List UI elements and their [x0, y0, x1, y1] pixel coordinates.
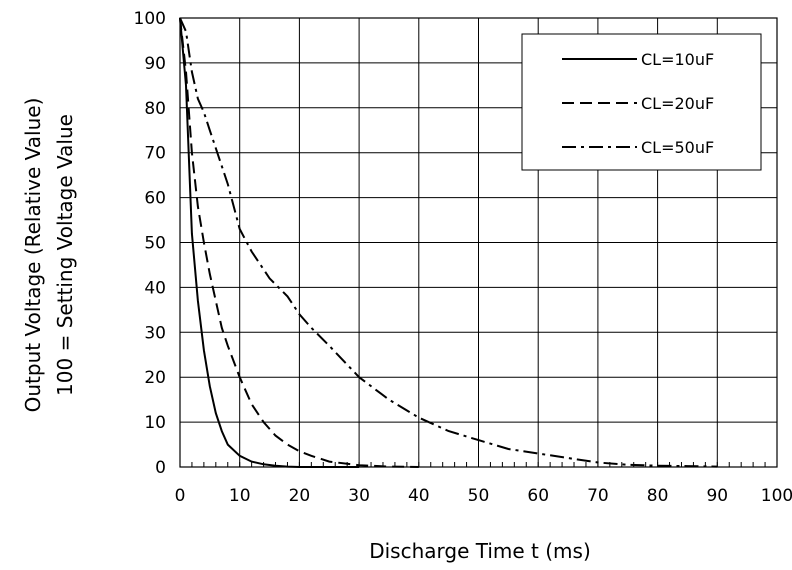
legend-label: CL=10uF: [641, 50, 714, 69]
x-tick-label: 80: [647, 486, 669, 506]
x-tick-label: 30: [348, 486, 370, 506]
x-tick-label: 70: [587, 486, 609, 506]
legend: CL=10uF CL=20uF CL=50uF: [522, 34, 761, 170]
legend-label: CL=50uF: [641, 138, 714, 157]
y-tick-label: 10: [144, 413, 166, 433]
y-tick-label: 70: [144, 144, 166, 164]
x-tick-label: 90: [706, 486, 728, 506]
y-tick-label: 80: [144, 99, 166, 119]
x-tick-label: 20: [289, 486, 311, 506]
x-tick-label: 0: [175, 486, 186, 506]
x-axis-label: Discharge Time t (ms): [369, 539, 591, 563]
y-tick-label: 50: [144, 234, 166, 254]
y-tick-label: 20: [144, 368, 166, 388]
x-tick-label: 40: [408, 486, 430, 506]
y-tick-label: 0: [155, 458, 166, 478]
y-tick-label: 100: [134, 9, 166, 29]
y-tick-label: 30: [144, 323, 166, 343]
y-axis-label-line2: 100 = Setting Voltage Value: [53, 114, 77, 396]
y-tick-label: 40: [144, 278, 166, 298]
x-tick-label: 100: [761, 486, 792, 506]
y-tick-label: 90: [144, 54, 166, 74]
y-axis-label-line1: Output Voltage (Relative Value): [21, 98, 45, 413]
x-tick-label: 10: [229, 486, 251, 506]
y-tick-label: 60: [144, 189, 166, 209]
x-tick-label: 60: [527, 486, 549, 506]
legend-label: CL=20uF: [641, 94, 714, 113]
x-tick-label: 50: [468, 486, 490, 506]
